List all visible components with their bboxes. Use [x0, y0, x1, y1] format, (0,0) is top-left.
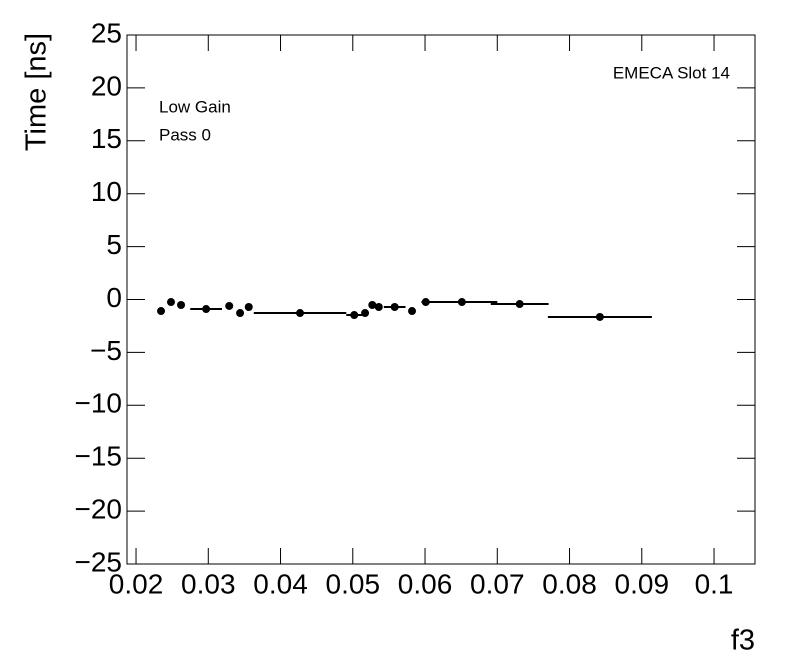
data-point: [361, 309, 370, 318]
data-point: [296, 309, 305, 318]
data-point: [177, 301, 186, 310]
data-point: [225, 301, 234, 310]
x-tick-label: 0.09: [615, 568, 670, 599]
y-tick-label: −15: [75, 441, 123, 472]
x-tick-label: 0.03: [181, 568, 236, 599]
y-tick-label: −10: [75, 388, 123, 419]
x-tick-label: 0.06: [398, 568, 453, 599]
data-point: [167, 298, 176, 307]
y-tick-label: 20: [91, 70, 122, 101]
annotation: Pass 0: [159, 125, 211, 144]
y-axis-label: Time [ns]: [21, 33, 53, 151]
y-tick-label: 5: [106, 229, 122, 260]
x-tick-label: 0.04: [253, 568, 308, 599]
y-tick-label: 15: [91, 123, 122, 154]
y-tick-label: −25: [75, 546, 123, 577]
annotation: Low Gain: [159, 97, 231, 116]
data-point: [421, 298, 430, 307]
data-point: [374, 303, 383, 312]
y-tick-label: 10: [91, 176, 122, 207]
data-point: [157, 307, 166, 316]
x-tick-label: 0.1: [695, 568, 734, 599]
y-tick-label: −5: [90, 335, 122, 366]
data-point: [408, 307, 417, 316]
x-axis-label: f3: [731, 625, 755, 657]
x-tick-label: 0.05: [326, 568, 381, 599]
x-tick-label: 0.07: [470, 568, 525, 599]
data-point: [457, 298, 466, 307]
data-point: [515, 300, 524, 309]
data-point: [390, 303, 399, 312]
data-point: [350, 311, 359, 320]
annotation: EMECA Slot 14: [613, 63, 730, 82]
data-point: [244, 303, 253, 312]
y-tick-label: 0: [106, 282, 122, 313]
x-tick-label: 0.08: [542, 568, 597, 599]
y-tick-label: −20: [75, 493, 123, 524]
data-point: [595, 312, 604, 321]
data-point: [202, 305, 211, 314]
x-tick-label: 0.02: [109, 568, 164, 599]
data-point: [236, 309, 245, 318]
data-point: [368, 301, 377, 310]
y-tick-label: 25: [91, 17, 122, 48]
